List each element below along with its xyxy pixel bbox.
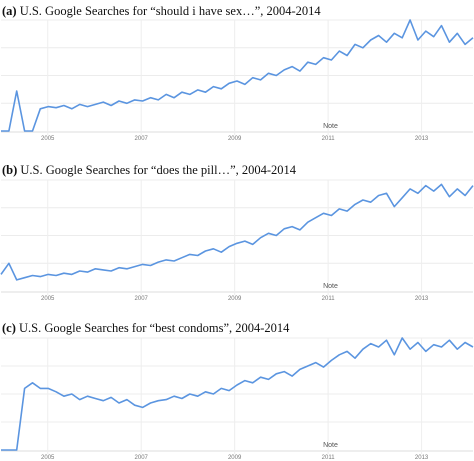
panel-label: (b) bbox=[2, 163, 17, 177]
chart-title: (b) U.S. Google Searches for “does the p… bbox=[2, 163, 297, 177]
x-tick-label: 2005 bbox=[41, 296, 55, 302]
panel-label: (c) bbox=[2, 321, 16, 335]
x-tick-label: 2007 bbox=[135, 455, 149, 461]
data-line bbox=[1, 337, 474, 451]
x-tick-label: 2009 bbox=[228, 136, 242, 142]
x-tick-label: 2011 bbox=[322, 296, 336, 302]
annotation: Note bbox=[323, 283, 338, 290]
x-tick-label: 2007 bbox=[135, 136, 149, 142]
title-text: U.S. Google Searches for “should i have … bbox=[20, 4, 322, 18]
x-tick-label: 2009 bbox=[228, 455, 242, 461]
x-tick-label: 2013 bbox=[415, 296, 429, 302]
x-tick-label: 2005 bbox=[41, 455, 55, 461]
x-tick-label: 2013 bbox=[415, 136, 429, 142]
x-tick-label: 2011 bbox=[322, 136, 336, 142]
x-tick-label: 2013 bbox=[415, 455, 429, 461]
x-tick-label: 2011 bbox=[322, 455, 336, 461]
title-text: U.S. Google Searches for “best condoms”,… bbox=[19, 321, 290, 335]
data-line bbox=[0, 183, 474, 281]
panel-label: (a) bbox=[2, 4, 17, 18]
annotation: Note bbox=[323, 123, 338, 130]
title-text: U.S. Google Searches for “does the pill…… bbox=[20, 163, 296, 177]
annotation: Note bbox=[323, 442, 338, 449]
data-line bbox=[1, 19, 474, 132]
x-tick-label: 2005 bbox=[41, 136, 55, 142]
x-tick-label: 2009 bbox=[228, 296, 242, 302]
chart-title: (a) U.S. Google Searches for “should i h… bbox=[2, 4, 321, 18]
chart-title: (c) U.S. Google Searches for “best condo… bbox=[2, 321, 290, 335]
x-tick-label: 2007 bbox=[135, 296, 149, 302]
